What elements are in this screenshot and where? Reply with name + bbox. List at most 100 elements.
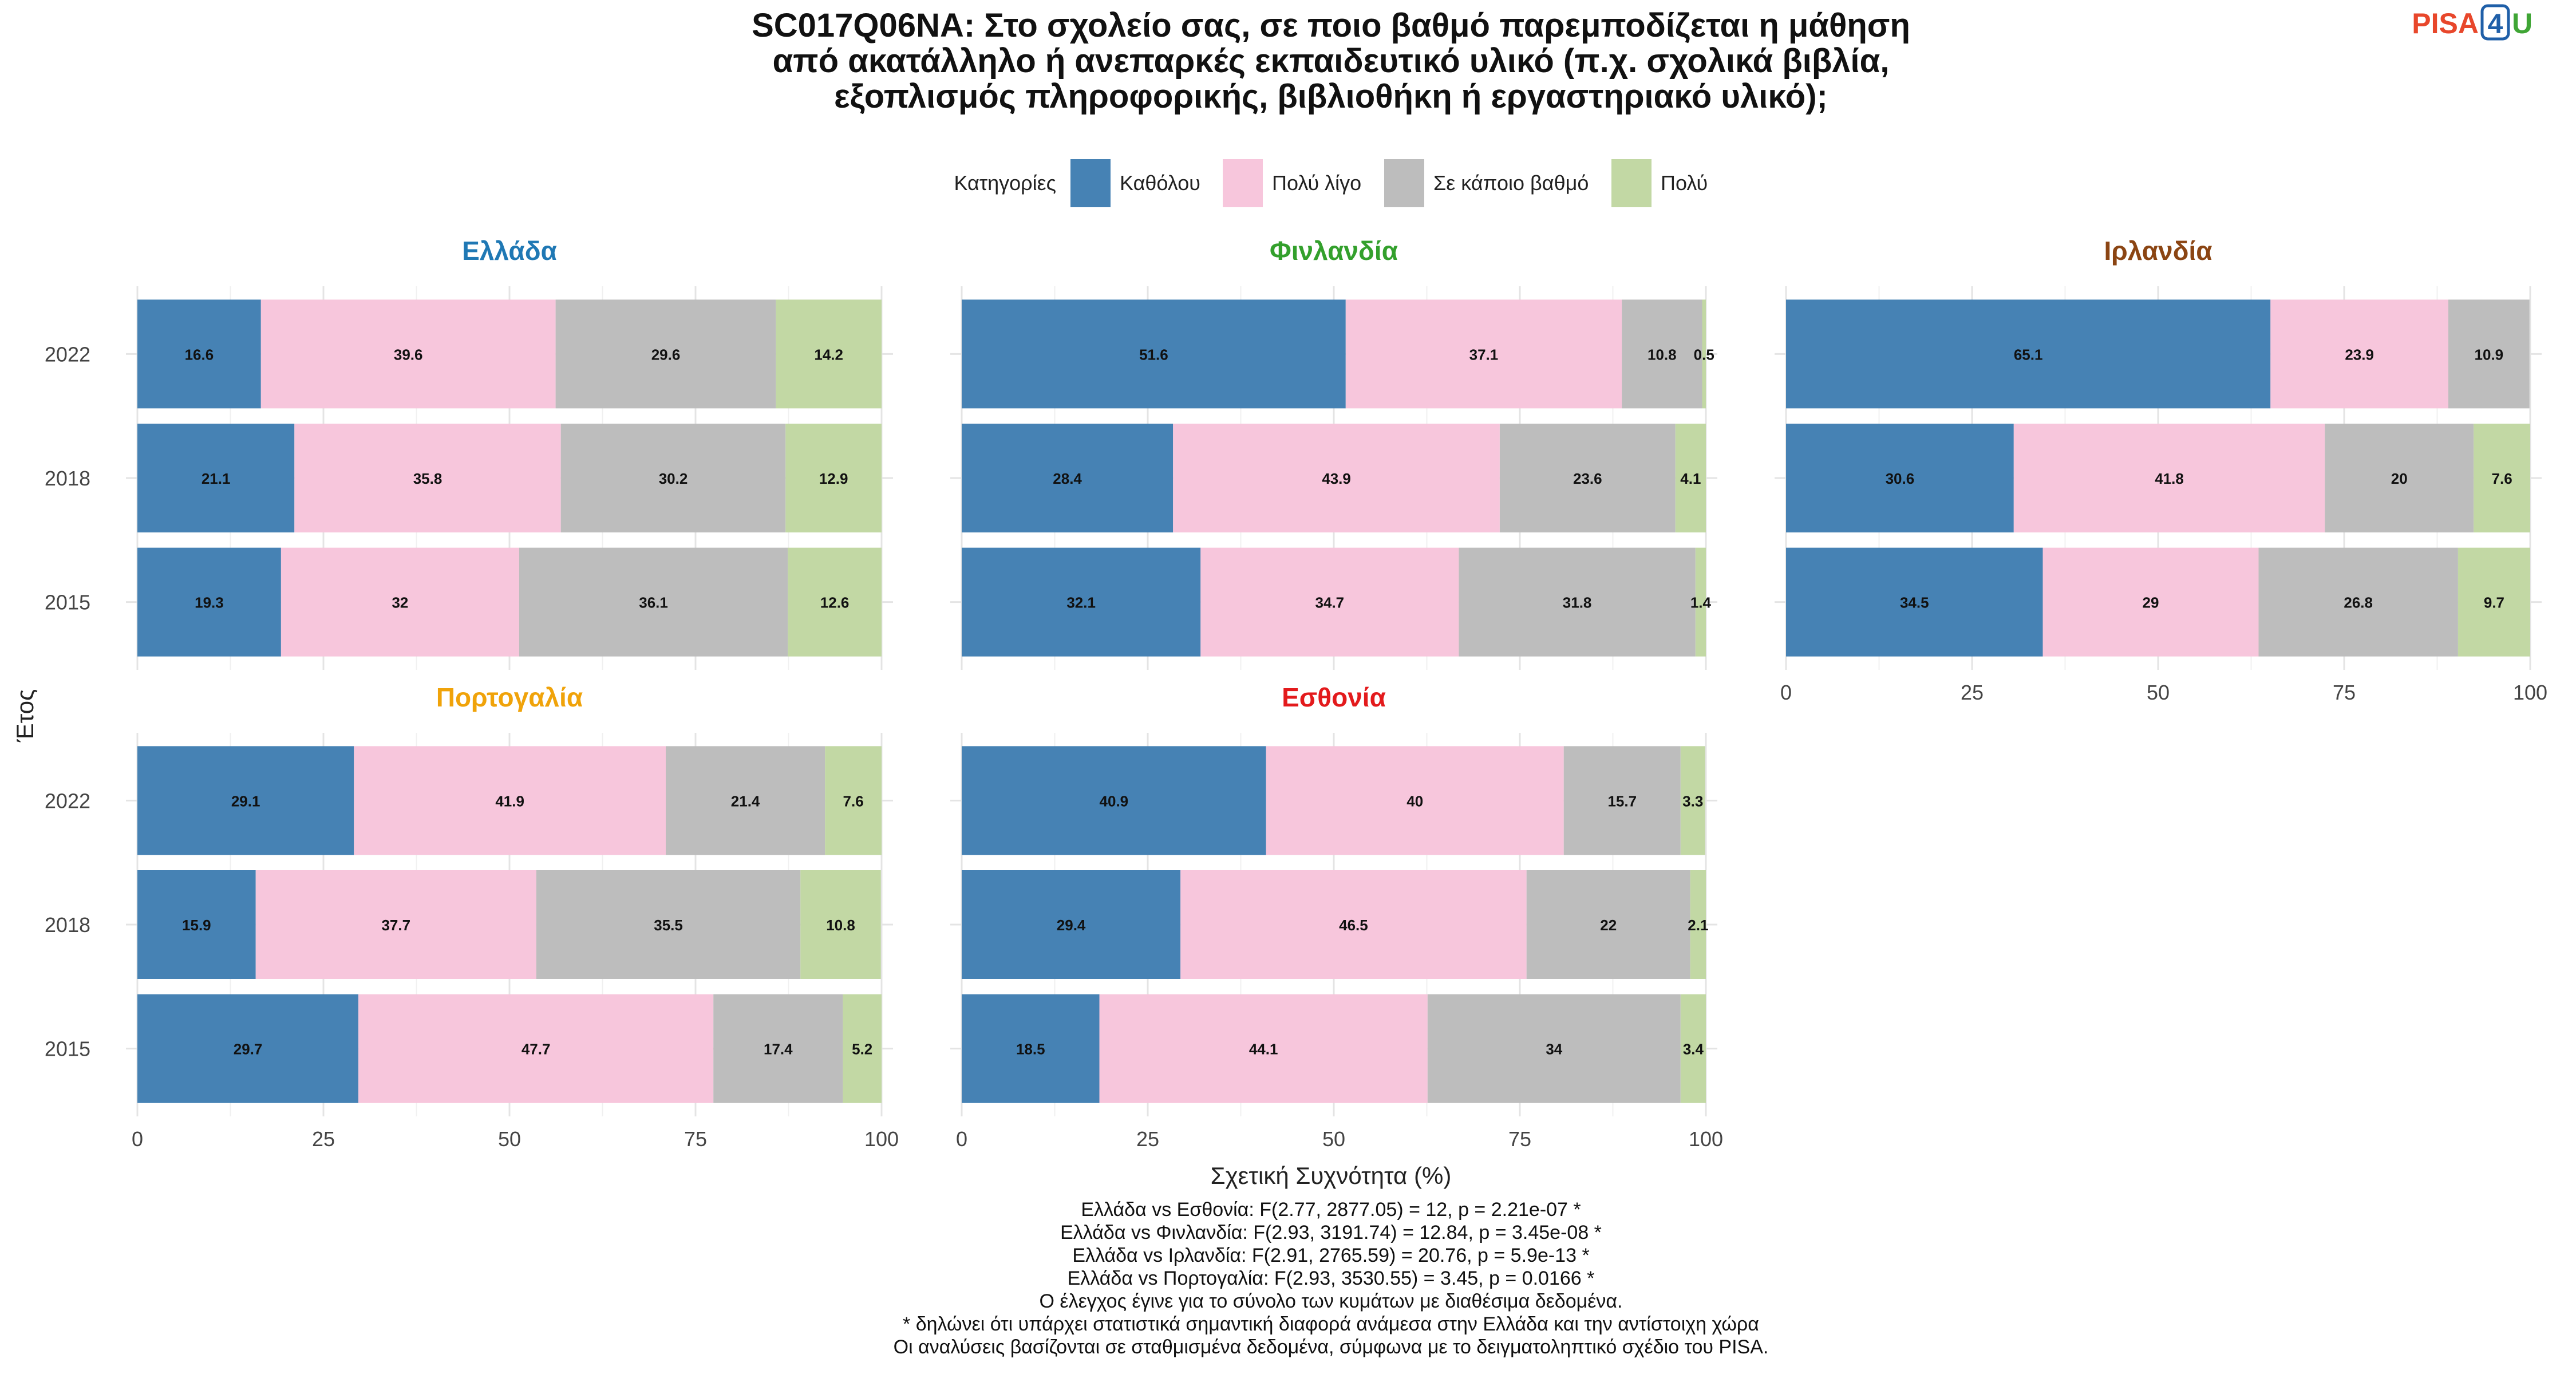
caption-line: * δηλώνει ότι υπάρχει στατιστικά σημαντι…	[903, 1313, 1759, 1335]
x-tick-label: 75	[2333, 681, 2356, 704]
data-label: 39.6	[394, 346, 423, 363]
panel-2: Φινλανδία 51.6 37.1 10.8 0.5 28.4 43.9 23.6 4.1 3…	[950, 236, 1717, 670]
data-label: 17.4	[764, 1041, 793, 1058]
bar-segment	[519, 547, 788, 657]
data-label: 9.7	[2484, 594, 2504, 611]
legend-label: Πολύ λίγο	[1272, 171, 1361, 195]
logo-text: PISA	[2412, 7, 2479, 40]
legend-label: Πολύ	[1661, 171, 1708, 195]
data-label: 18.5	[1016, 1041, 1045, 1058]
x-tick-label: 0	[956, 1127, 967, 1151]
bar-segment	[776, 299, 882, 409]
panel-1: Ελλάδα 2022 16.6 39.6 29.6 14.2 2018 21.1 35.8 30…	[45, 236, 893, 670]
chart-title-line: εξοπλισμός πληροφορικής, βιβλιοθήκη ή ερ…	[834, 78, 1828, 115]
data-label: 32	[392, 594, 408, 611]
data-label: 30.6	[1886, 470, 1915, 487]
bar-segment	[1459, 547, 1696, 657]
panel-5: Εσθονία 40.9 40 15.7 3.3 29.4 46.5 22 2.1 18.5 44.…	[950, 682, 1723, 1151]
data-label: 29.1	[231, 792, 260, 810]
bar-segment	[260, 299, 556, 409]
data-label: 12.6	[820, 594, 850, 611]
bar-segment	[137, 299, 261, 409]
bar-segment	[536, 870, 801, 979]
bar-segment	[1563, 746, 1681, 855]
data-label: 12.9	[819, 470, 848, 487]
data-label: 2.1	[1688, 917, 1708, 934]
bar-segment	[1622, 299, 1702, 409]
bar-segment	[1200, 547, 1459, 657]
bar-segment	[1695, 547, 1706, 657]
data-label: 34	[1546, 1041, 1562, 1058]
data-label: 37.7	[381, 917, 410, 934]
bar-segment	[1099, 994, 1428, 1103]
bar-segment	[788, 547, 882, 657]
data-label: 10.8	[826, 917, 855, 934]
data-label: 31.8	[1563, 594, 1592, 611]
caption-line: Οι αναλύσεις βασίζονται σε σταθμισμένα δ…	[894, 1336, 1769, 1358]
bar-segment	[962, 870, 1181, 979]
bar-segment	[962, 994, 1100, 1103]
bar-segment	[358, 994, 714, 1103]
bar-segment	[2448, 299, 2530, 409]
legend-swatch	[1070, 159, 1111, 207]
panel-4: Πορτογαλία 2022 29.1 41.9 21.4 7.6 2018 15.9 37.…	[45, 682, 899, 1151]
data-label: 41.9	[495, 792, 524, 810]
x-tick-label: 50	[1322, 1127, 1345, 1151]
caption-line: Ελλάδα vs Ιρλανδία: F(2.91, 2765.59) = 2…	[1072, 1245, 1589, 1266]
caption-line: Ελλάδα vs Πορτογαλία: F(2.93, 3530.55) =…	[1068, 1268, 1595, 1289]
bar-segment	[294, 424, 561, 532]
caption-line: Ελλάδα vs Φινλανδία: F(2.93, 3191.74) = …	[1060, 1222, 1602, 1243]
bar-segment	[2013, 424, 2325, 532]
bar-segment	[1427, 994, 1681, 1103]
x-tick-label: 75	[684, 1127, 707, 1151]
panel-title: Ελλάδα	[462, 236, 557, 266]
data-label: 19.3	[195, 594, 224, 611]
bar-segment	[1680, 746, 1705, 855]
data-label: 15.7	[1607, 792, 1637, 810]
y-tick-label: 2015	[45, 591, 90, 614]
bar-segment	[1786, 299, 2271, 409]
data-label: 40	[1406, 792, 1423, 810]
x-tick-label: 25	[1136, 1127, 1159, 1151]
data-label: 4.1	[1680, 470, 1701, 487]
bar-segment	[2474, 424, 2530, 532]
bar-segment	[785, 424, 882, 532]
data-label: 28.4	[1053, 470, 1082, 487]
data-label: 29.4	[1057, 917, 1086, 934]
panel-title: Φινλανδία	[1270, 236, 1398, 266]
data-label: 29	[2143, 594, 2159, 611]
x-tick-label: 100	[2513, 681, 2547, 704]
x-tick-label: 75	[1508, 1127, 1531, 1151]
bar-segment	[1675, 424, 1706, 532]
x-tick-label: 50	[2147, 681, 2170, 704]
x-tick-label: 0	[132, 1127, 143, 1151]
x-tick-label: 25	[1961, 681, 1984, 704]
bar-segment	[555, 299, 776, 409]
data-label: 40.9	[1100, 792, 1129, 810]
y-tick-label: 2015	[45, 1037, 90, 1061]
data-label: 30.2	[659, 470, 688, 487]
panel-title: Ιρλανδία	[2104, 236, 2212, 266]
data-label: 29.6	[651, 346, 681, 363]
data-label: 20	[2391, 470, 2408, 487]
bar-segment	[137, 870, 256, 979]
bar-segment	[962, 299, 1346, 409]
bar-segment	[962, 547, 1201, 657]
y-tick-label: 2018	[45, 913, 90, 937]
logo-box	[2480, 4, 2510, 41]
data-label: 16.6	[185, 346, 214, 363]
bar-segment	[962, 424, 1174, 532]
data-label: 14.2	[814, 346, 843, 363]
data-label: 1.4	[1690, 594, 1712, 611]
data-label: 46.5	[1339, 917, 1368, 934]
bar-segment	[666, 746, 825, 855]
logo-text: 4	[2488, 9, 2503, 40]
data-label: 22	[1600, 917, 1617, 934]
bar-segment	[1680, 994, 1706, 1103]
data-label: 35.5	[654, 917, 683, 934]
bar-segment	[1266, 746, 1564, 855]
data-label: 26.8	[2344, 594, 2373, 611]
data-label: 36.1	[639, 594, 668, 611]
y-tick-label: 2022	[45, 789, 90, 812]
